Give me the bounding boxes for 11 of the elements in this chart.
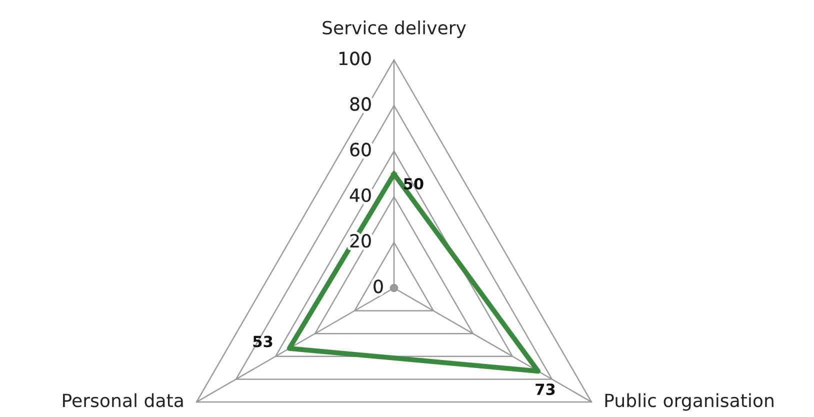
y-tick-label: 60 — [350, 142, 371, 156]
y-tick-label: 40 — [350, 188, 371, 202]
data-label: 50 — [404, 178, 424, 190]
y-tick-label: 100 — [340, 52, 371, 66]
y-tick-label: 80 — [350, 97, 371, 111]
spoke-label: Service delivery — [322, 20, 466, 38]
y-tick-label: 0 — [374, 280, 383, 294]
data-label: 53 — [253, 336, 272, 348]
data-label: 73 — [536, 384, 555, 396]
spoke-label: Public organisation — [605, 393, 774, 411]
spoke-label: Personal data — [63, 393, 183, 408]
